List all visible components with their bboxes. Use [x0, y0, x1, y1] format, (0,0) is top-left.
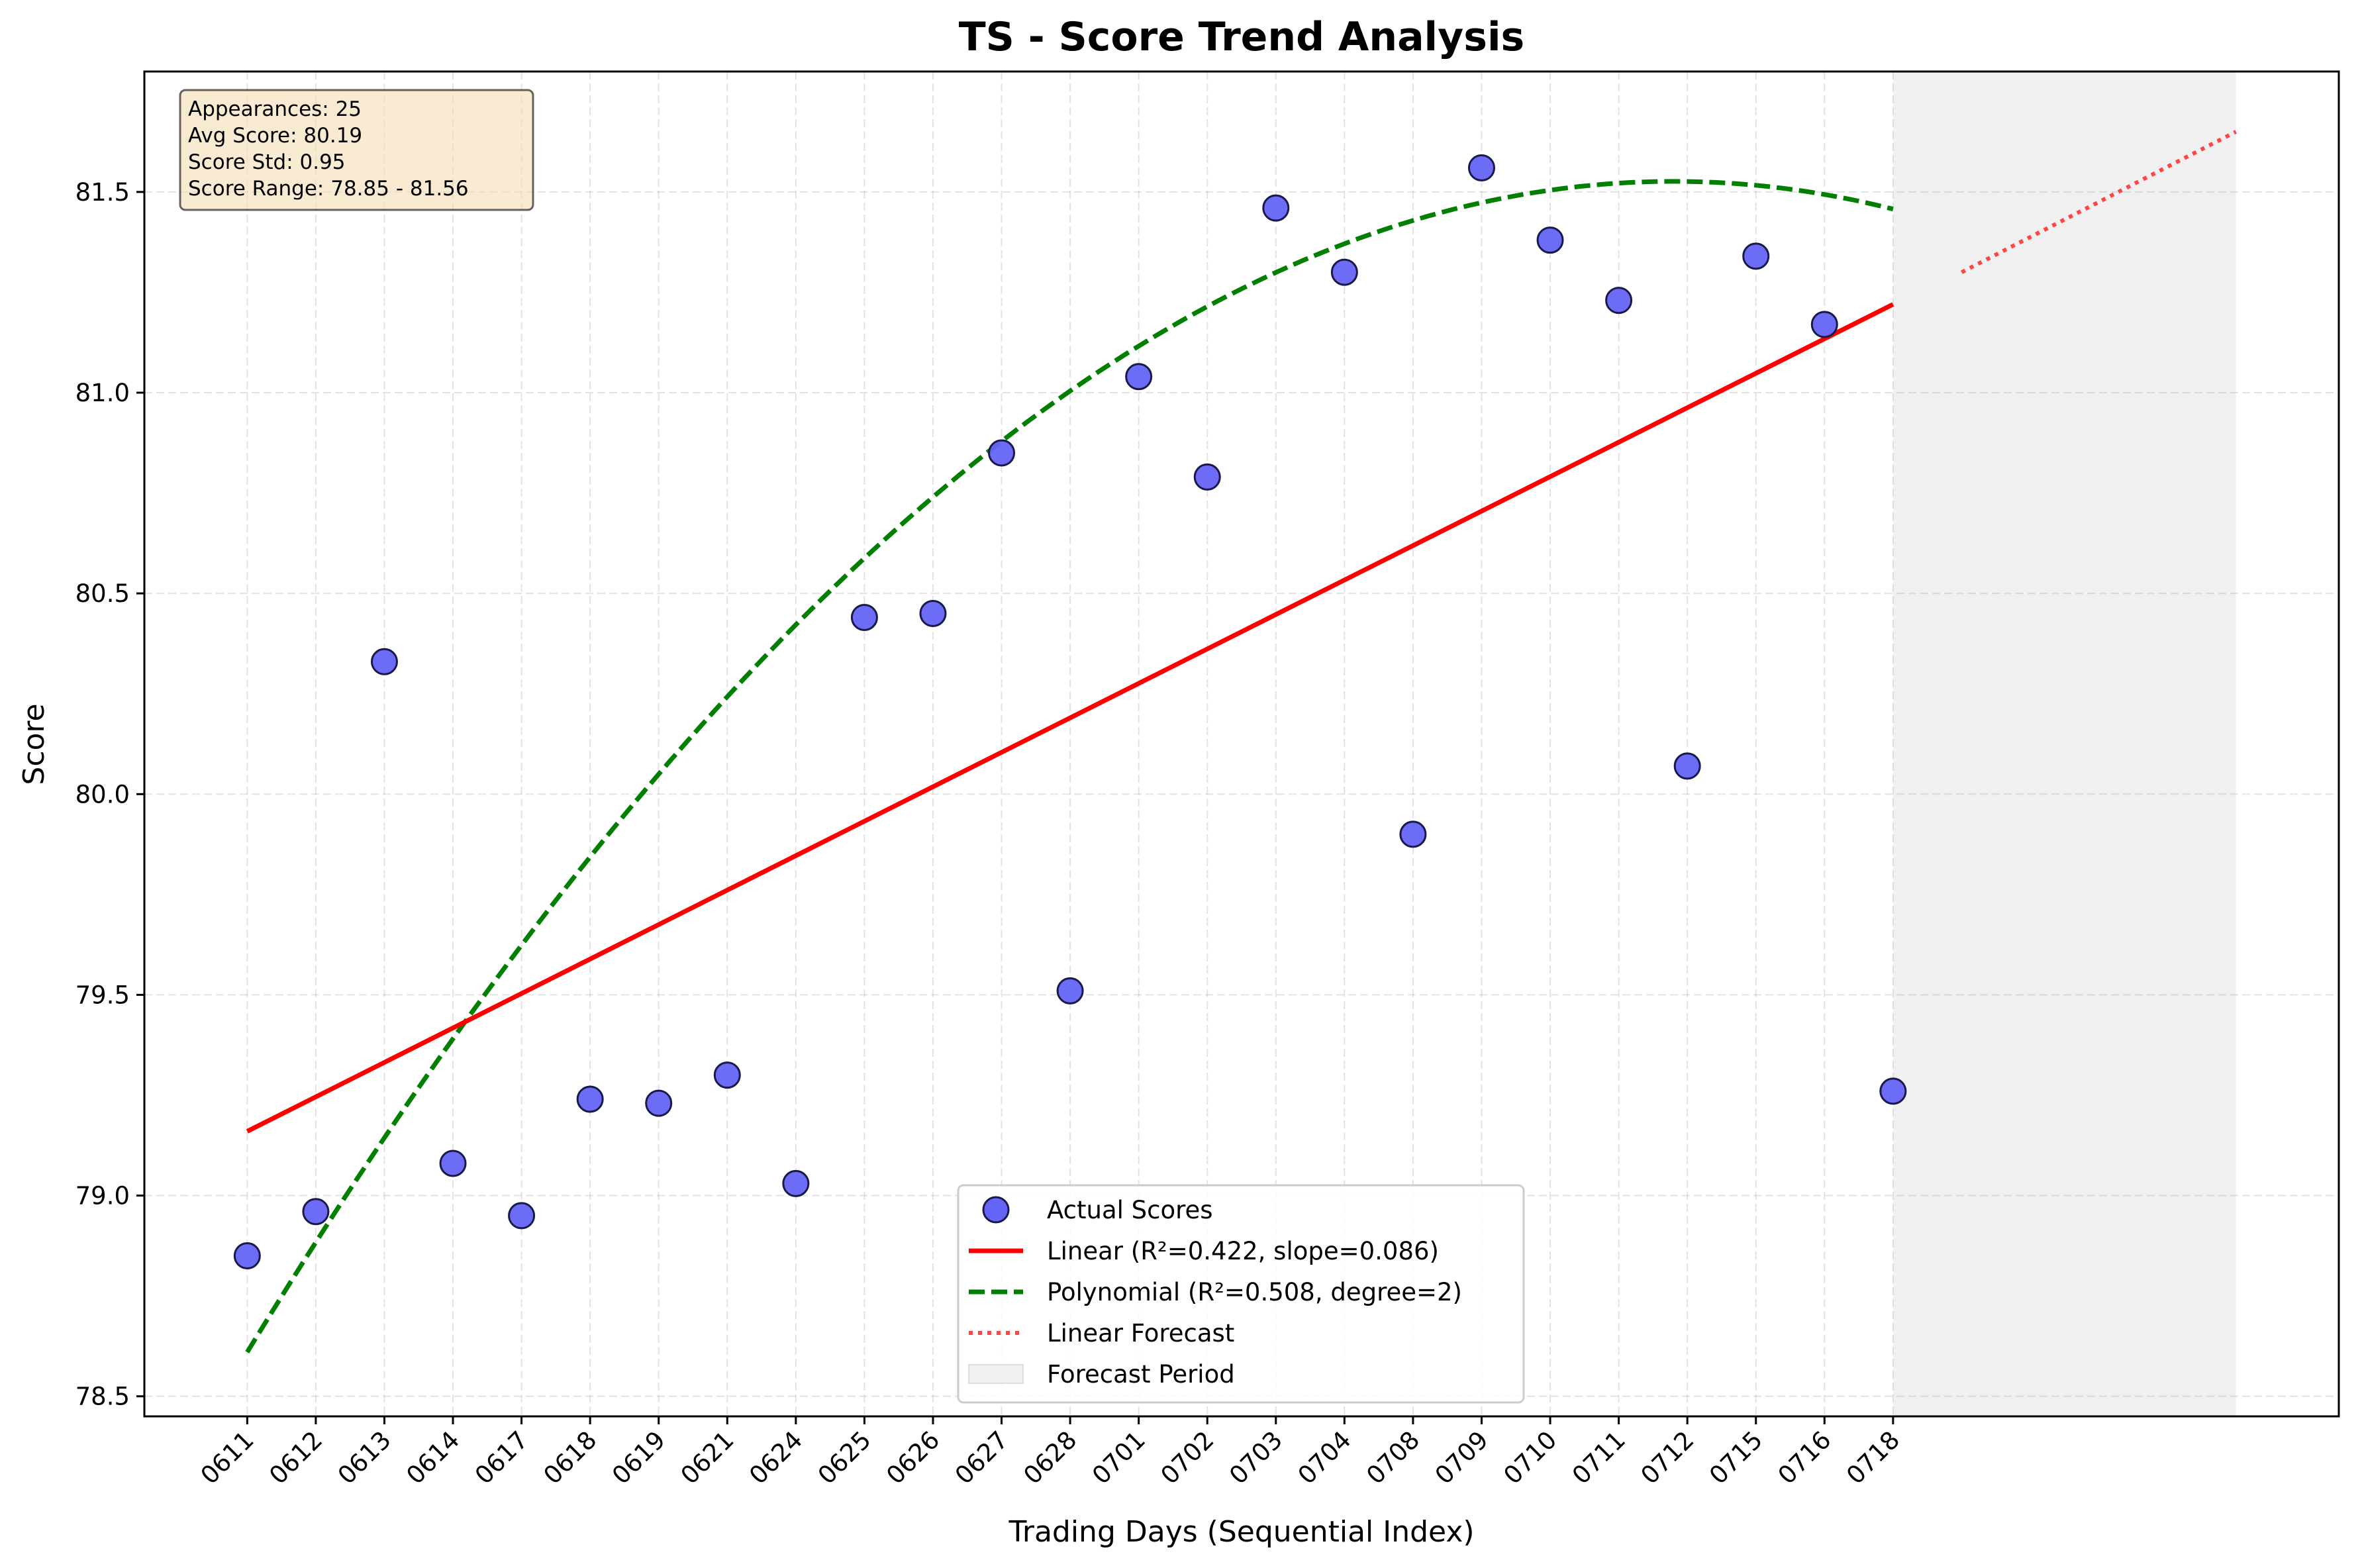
data-point [645, 1089, 673, 1117]
plot-frame [143, 70, 2340, 1418]
data-point [508, 1202, 536, 1230]
stats-avg-score: Avg Score: 80.19 [188, 124, 362, 148]
legend-label-actual-scores: Actual Scores [1047, 1196, 1213, 1224]
data-point [1330, 258, 1358, 286]
legend-patch-forecast-period [968, 1364, 1024, 1384]
data-point [1193, 463, 1221, 491]
x-axis-label: Trading Days (Sequential Index) [1008, 1515, 1474, 1549]
data-point [439, 1150, 467, 1177]
chart-title: TS - Score Trend Analysis [959, 14, 1524, 60]
y-tick-label: 78.5 [75, 1383, 130, 1411]
data-point [370, 648, 398, 675]
data-point [1605, 287, 1633, 315]
y-tick-label: 79.5 [75, 981, 130, 1009]
y-tick-label: 80.0 [75, 780, 130, 808]
data-point [1399, 820, 1427, 848]
data-point [1056, 977, 1084, 1004]
stats-score-std: Score Std: 0.95 [188, 150, 346, 174]
data-point [988, 439, 1016, 467]
data-point [1879, 1077, 1907, 1105]
data-point [1742, 242, 1770, 270]
forecast-period-band [1893, 72, 2236, 1416]
data-point [713, 1061, 741, 1089]
legend-label-linear-forecast: Linear Forecast [1047, 1319, 1234, 1348]
y-tick-label: 79.0 [75, 1182, 130, 1210]
stats-appearances: Appearances: 25 [188, 97, 362, 121]
data-point [1467, 154, 1495, 182]
data-point [233, 1242, 261, 1269]
stats-box: Appearances: 25 Avg Score: 80.19 Score S… [179, 89, 534, 211]
y-tick-label: 81.0 [75, 379, 130, 407]
data-point [919, 599, 947, 627]
legend-label-linear: Linear (R²=0.422, slope=0.086) [1047, 1237, 1439, 1265]
y-tick-label: 80.5 [75, 579, 130, 608]
data-point [1125, 363, 1153, 391]
linear-fit-line [246, 302, 1894, 1134]
data-point [1810, 311, 1838, 338]
data-point [302, 1198, 330, 1226]
legend-label-forecast-period: Forecast Period [1047, 1360, 1235, 1389]
y-axis-label: Score [17, 703, 51, 785]
data-point [1536, 226, 1564, 254]
legend-marker-actual-scores [982, 1196, 1010, 1224]
polynomial-fit-line [245, 179, 1894, 1353]
data-point [850, 604, 878, 632]
data-point [782, 1169, 810, 1197]
legend: Actual Scores Linear (R²=0.422, slope=0.… [957, 1184, 1525, 1404]
y-axis-ticks: 78.5 79.0 79.5 80.0 80.5 81.0 81.5 [75, 178, 144, 1411]
legend-label-polynomial: Polynomial (R²=0.508, degree=2) [1047, 1278, 1462, 1306]
forecast-layer [1893, 72, 2236, 1416]
stats-box-background [179, 89, 534, 211]
legend-frame [957, 1184, 1525, 1404]
data-point [1673, 752, 1701, 780]
series-layer [233, 130, 2237, 1353]
stats-score-range: Score Range: 78.85 - 81.56 [188, 177, 469, 201]
data-point [576, 1085, 604, 1113]
y-tick-label: 81.5 [75, 178, 130, 207]
data-point [1262, 194, 1290, 222]
